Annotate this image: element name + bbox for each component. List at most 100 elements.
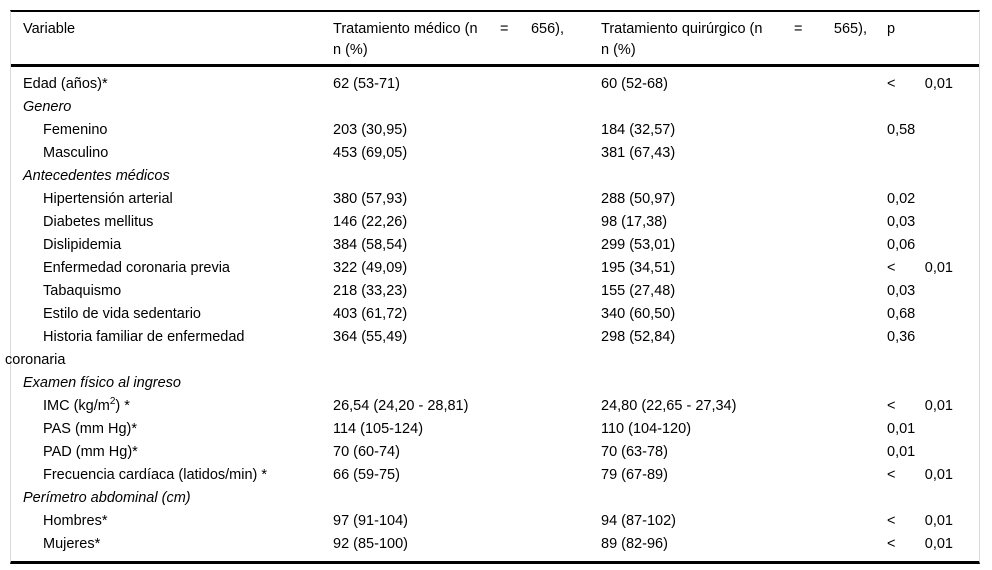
variable-cell: Edad (años)* — [11, 73, 333, 96]
p-value-cell: 0,06 — [887, 237, 916, 253]
medical-value-cell: 218 (33,23) — [333, 283, 408, 299]
table-row: PAD (mm Hg)* 70 (60-74) 70 (63-78) 0,01 — [11, 441, 979, 464]
surgical-value-cell — [601, 96, 887, 119]
table-row: Enfermedad coronaria previa 322 (49,09) … — [11, 257, 979, 280]
variable-cell: Mujeres* — [11, 533, 333, 556]
table-row: Edad (años)* 62 (53-71) 60 (52-68) <0,01 — [11, 73, 979, 96]
medical-value-cell: 453 (69,05) — [333, 145, 408, 161]
p-value-cell — [887, 96, 979, 119]
medical-value-cell: 114 (105-124) — [333, 421, 424, 437]
medical-value-cell: 146 (22,26) — [333, 214, 408, 230]
surgical-value-cell: 79 (67-89) — [601, 467, 668, 483]
variable-cell: Examen físico al ingreso — [11, 372, 333, 395]
variable-cell: Genero — [11, 96, 333, 119]
p-value: 0,01 — [924, 513, 953, 529]
less-than-sign: < — [887, 260, 896, 276]
variable-cell: Dislipidemia — [11, 234, 333, 257]
table-row: PAS (mm Hg)* 114 (105-124) 110 (104-120)… — [11, 418, 979, 441]
medical-value-cell — [333, 165, 601, 188]
table-header-row: Variable Tratamiento médico (n = 656), n… — [11, 12, 979, 67]
surgical-value-cell: 288 (50,97) — [601, 191, 676, 207]
medical-value-cell: 322 (49,09) — [333, 260, 408, 276]
medical-value-cell: 380 (57,93) — [333, 191, 408, 207]
table-row: Historia familiar de enfermedad coronari… — [5, 326, 979, 372]
table-row: Masculino 453 (69,05) 381 (67,43) — [11, 142, 979, 165]
variable-label: Hombres* — [43, 513, 108, 529]
variable-cell: Diabetes mellitus — [11, 211, 333, 234]
header-surgical-text: Tratamiento quirúrgico (n — [601, 21, 763, 37]
variable-cell: Antecedentes médicos — [11, 165, 333, 188]
variable-cell: Estilo de vida sedentario — [11, 303, 333, 326]
variable-label: Historia familiar de enfermedad — [43, 329, 245, 345]
table-row: Femenino 203 (30,95) 184 (32,57) 0,58 — [11, 119, 979, 142]
comparison-table: Variable Tratamiento médico (n = 656), n… — [5, 10, 980, 564]
table-row: Frecuencia cardíaca (latidos/min) * 66 (… — [11, 464, 979, 487]
surgical-value-cell: 299 (53,01) — [601, 237, 676, 253]
header-surgical-treatment: Tratamiento quirúrgico (n = 565), n (%) — [601, 19, 887, 64]
p-value-cell: 0,68 — [887, 306, 916, 322]
p-value-cell: <0,01 — [887, 257, 979, 280]
p-value: 0,01 — [924, 398, 953, 414]
table-row: Genero — [11, 96, 979, 119]
variable-label: Femenino — [43, 122, 108, 138]
surgical-value-cell: 70 (63-78) — [601, 444, 668, 460]
medical-value-cell: 384 (58,54) — [333, 237, 408, 253]
table-row: Perímetro abdominal (cm) — [11, 487, 979, 510]
surgical-value-cell: 110 (104-120) — [601, 421, 692, 437]
table-row: Hombres* 97 (91-104) 94 (87-102) <0,01 — [11, 510, 979, 533]
table-body: Edad (años)* 62 (53-71) 60 (52-68) <0,01… — [5, 67, 979, 561]
p-value-cell: 0,02 — [887, 191, 916, 207]
surgical-value-cell: 195 (34,51) — [601, 260, 676, 276]
p-value-cell: <0,01 — [887, 510, 979, 533]
header-variable: Variable — [11, 19, 333, 64]
variable-cell: Masculino — [11, 142, 333, 165]
surgical-value-cell: 94 (87-102) — [601, 513, 676, 529]
p-value-cell: 0,58 — [887, 122, 916, 138]
variable-label: PAS (mm Hg)* — [43, 421, 137, 437]
surgical-value-cell: 24,80 (22,65 - 27,34) — [601, 398, 737, 414]
table-row: Estilo de vida sedentario 403 (61,72) 34… — [11, 303, 979, 326]
variable-label: PAD (mm Hg)* — [43, 444, 138, 460]
variable-label: Masculino — [43, 145, 109, 161]
surgical-value-cell: 60 (52-68) — [601, 76, 668, 92]
p-value-cell — [887, 487, 979, 510]
p-value-cell: 0,01 — [887, 421, 916, 437]
variable-label-wrap: coronaria — [5, 352, 66, 368]
p-value: 0,01 — [924, 260, 953, 276]
variable-label: Mujeres* — [43, 536, 101, 552]
header-surgical-n: 565), — [833, 21, 867, 37]
variable-cell: Enfermedad coronaria previa — [11, 257, 333, 280]
p-value-cell: <0,01 — [887, 395, 979, 418]
surgical-value-cell — [601, 165, 887, 188]
header-medical-treatment: Tratamiento médico (n = 656), n (%) — [333, 19, 601, 64]
header-medical-n: 656), — [530, 21, 564, 37]
less-than-sign: < — [887, 536, 896, 552]
variable-cell: Frecuencia cardíaca (latidos/min) * — [11, 464, 333, 487]
table-row: Diabetes mellitus 146 (22,26) 98 (17,38)… — [11, 211, 979, 234]
variable-label: Hipertensión arterial — [43, 191, 173, 207]
less-than-sign: < — [887, 467, 896, 483]
p-value-split: <0,01 — [887, 464, 953, 487]
medical-value-cell: 26,54 (24,20 - 28,81) — [333, 398, 469, 414]
surgical-value-cell: 89 (82-96) — [601, 536, 668, 552]
p-value-cell: 0,03 — [887, 214, 916, 230]
surgical-value-cell — [601, 487, 887, 510]
table-row: Examen físico al ingreso — [11, 372, 979, 395]
p-value-cell: 0,01 — [887, 444, 916, 460]
header-variable-label: Variable — [23, 21, 76, 37]
variable-label: Perímetro abdominal (cm) — [23, 490, 191, 506]
variable-cell: PAD (mm Hg)* — [11, 441, 333, 464]
medical-value-cell — [333, 487, 601, 510]
variable-cell: Hombres* — [11, 510, 333, 533]
table-row: Tabaquismo 218 (33,23) 155 (27,48) 0,03 — [11, 280, 979, 303]
medical-value-cell: 62 (53-71) — [333, 76, 400, 92]
surgical-value-cell — [601, 372, 887, 395]
p-value-cell — [887, 142, 979, 165]
variable-label: Tabaquismo — [43, 283, 122, 299]
variable-label: Enfermedad coronaria previa — [43, 260, 230, 276]
surgical-value-cell: 155 (27,48) — [601, 283, 676, 299]
p-value-split: <0,01 — [887, 395, 953, 418]
header-surgical-line1: Tratamiento quirúrgico (n = 565), — [601, 19, 867, 40]
medical-value-cell — [333, 372, 601, 395]
p-value-cell: <0,01 — [887, 533, 979, 556]
